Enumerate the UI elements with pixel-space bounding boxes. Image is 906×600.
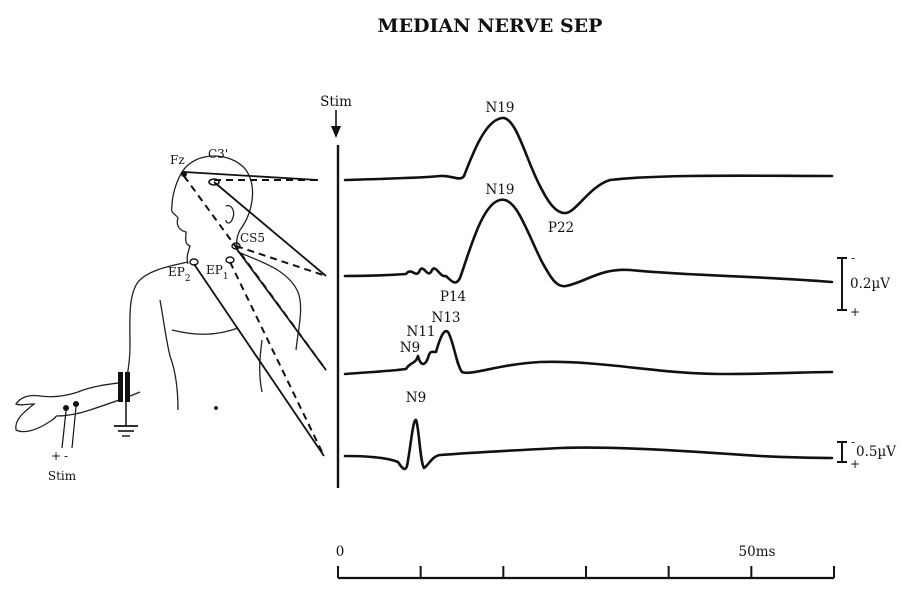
shoulder-right bbox=[237, 251, 302, 351]
electrode-label-ep1: EP1 bbox=[206, 263, 229, 282]
svg-text:-: - bbox=[851, 435, 855, 449]
electrode-label-c3: C3' bbox=[208, 147, 228, 161]
derivation-lines bbox=[183, 171, 327, 457]
svg-text:+: + bbox=[850, 457, 860, 471]
stim-electrodes bbox=[61, 401, 79, 449]
svg-text:-: - bbox=[851, 251, 855, 265]
torso-right bbox=[259, 339, 263, 393]
stim-minus: - bbox=[64, 449, 68, 463]
peak-label-ch4-n9: N9 bbox=[406, 390, 426, 406]
waveform-ch1 bbox=[343, 116, 834, 215]
body-illustration: - + Stim Fz C3' CS5 EP2 EP1 bbox=[15, 147, 327, 483]
figure-title: MEDIAN NERVE SEP bbox=[378, 15, 603, 37]
ground-icon bbox=[114, 402, 138, 437]
electrode-label-cs5: CS5 bbox=[240, 231, 265, 245]
peak-label-ch1-p22: P22 bbox=[548, 220, 574, 236]
head-outline bbox=[181, 155, 254, 253]
navel bbox=[214, 406, 218, 410]
peak-label-ch3-n9: N9 bbox=[400, 340, 420, 356]
electrode-label-fz: Fz bbox=[170, 153, 185, 167]
waveform-ch3 bbox=[343, 329, 834, 376]
arm-upper bbox=[39, 381, 127, 398]
svg-text:+: + bbox=[850, 305, 860, 319]
svg-text:0.2µV: 0.2µV bbox=[850, 276, 890, 292]
peak-label-ch2-n19: N19 bbox=[486, 182, 515, 198]
peak-label-ch2-p14: P14 bbox=[440, 289, 466, 305]
time-axis-end-label: 50ms bbox=[739, 544, 776, 560]
svg-text:0.5µV: 0.5µV bbox=[856, 444, 896, 460]
hand bbox=[15, 394, 57, 433]
stim-marker-label: Stim bbox=[320, 94, 352, 110]
peak-label-ch3-n13: N13 bbox=[432, 310, 461, 326]
waveform-ch4 bbox=[343, 418, 834, 471]
shoulder-outline bbox=[125, 261, 189, 383]
torso-left bbox=[159, 299, 179, 411]
time-axis-start-label: 0 bbox=[336, 544, 345, 560]
calibration-lower: - 0.5µV + bbox=[837, 435, 896, 471]
chest-line bbox=[171, 327, 239, 335]
face-profile bbox=[170, 171, 191, 265]
electrode-label-ep2: EP2 bbox=[168, 265, 191, 284]
stim-plus: + bbox=[51, 449, 61, 463]
time-axis bbox=[337, 566, 835, 580]
calibration-upper: - 0.2µV + bbox=[837, 251, 890, 319]
stim-arrow-icon bbox=[331, 126, 341, 138]
peak-label-ch3-n11: N11 bbox=[407, 324, 436, 340]
waveform-ch2 bbox=[343, 198, 834, 288]
stim-site-label: Stim bbox=[48, 469, 77, 483]
ear bbox=[225, 205, 235, 224]
peak-label-ch1-n19: N19 bbox=[486, 100, 515, 116]
